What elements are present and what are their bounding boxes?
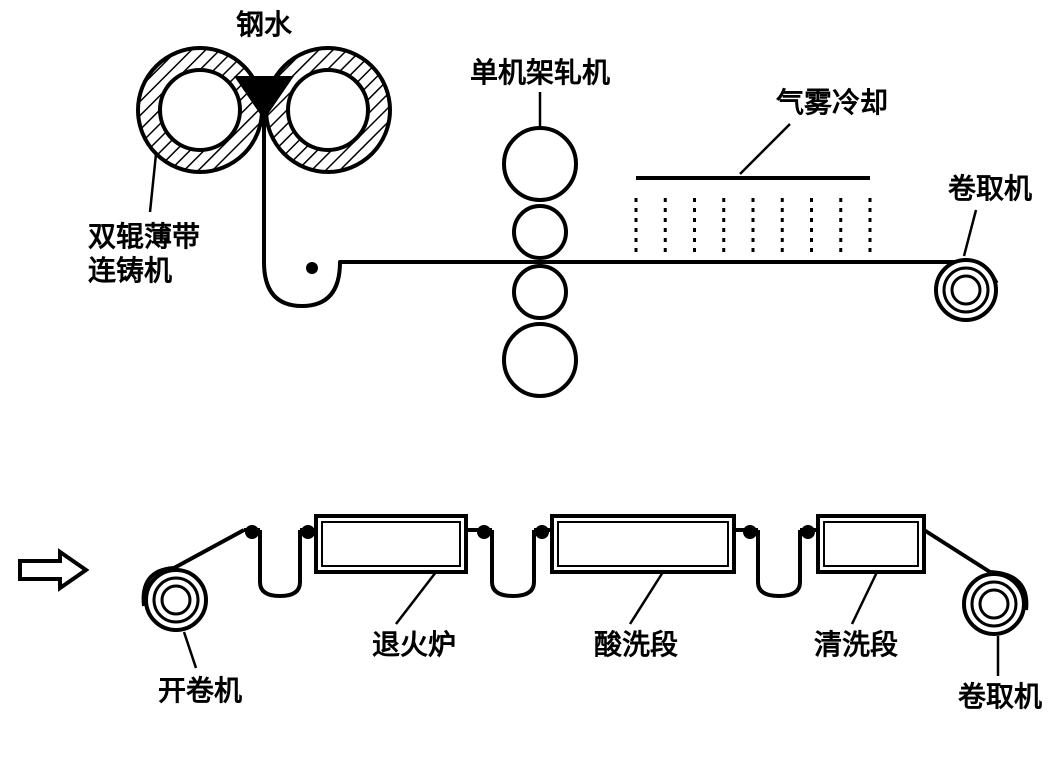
label-coiler2: 卷取机	[958, 681, 1042, 713]
annealing-furnace	[316, 516, 466, 572]
leader-caster	[150, 154, 156, 212]
leader-cooling	[740, 124, 790, 174]
label-mill: 单机架轧机	[470, 57, 610, 89]
label-pickling: 酸洗段	[594, 628, 678, 661]
label-cooling: 气雾冷却	[775, 87, 888, 119]
coiler-inner	[952, 276, 980, 304]
label-molten: 钢水	[236, 9, 293, 41]
label-uncoiler: 开卷机	[158, 675, 242, 707]
pickling-section	[552, 516, 734, 572]
looper-dip	[758, 530, 800, 596]
mill-roll	[504, 324, 576, 396]
label-coiler-top: 卷取机	[948, 173, 1032, 205]
looper-dip	[492, 530, 534, 596]
leader-coiler-top	[964, 210, 976, 256]
label-rinsing: 清洗段	[814, 628, 898, 661]
mill-roll	[514, 266, 566, 318]
looper-dip	[260, 530, 300, 596]
rinsing-section	[818, 516, 924, 572]
caster-roll	[138, 48, 262, 172]
label-furnace: 退火炉	[372, 629, 456, 661]
guide-roller-dot	[306, 262, 318, 274]
flow-arrow	[20, 552, 86, 588]
mill-roll	[514, 206, 566, 258]
mill-roll	[504, 128, 576, 200]
label-caster-1: 双辊薄带	[88, 220, 200, 253]
label-caster-2: 连铸机	[88, 255, 172, 287]
caster-roll	[266, 48, 390, 172]
